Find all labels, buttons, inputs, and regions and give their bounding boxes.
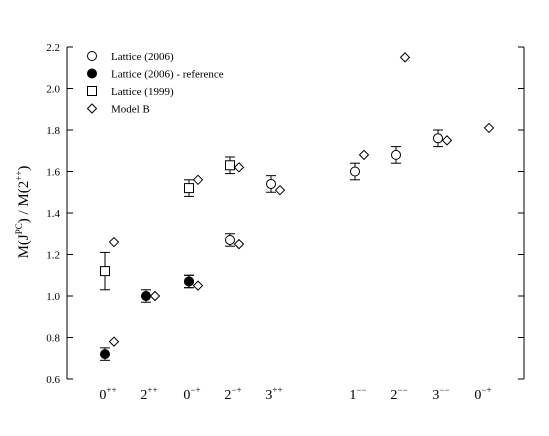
legend-label: Lattice (1999) bbox=[111, 86, 174, 98]
data-point bbox=[100, 266, 110, 277]
data-point bbox=[225, 160, 235, 171]
x-tick-label: 3−− bbox=[432, 385, 449, 403]
legend-marker bbox=[87, 86, 97, 96]
y-tick-label: 1.8 bbox=[46, 125, 60, 137]
legend-label: Lattice (2006) - reference bbox=[111, 69, 224, 81]
data-point bbox=[350, 166, 360, 177]
series-open-diamond bbox=[108, 52, 495, 347]
x-tick-label: 1−− bbox=[349, 385, 366, 403]
data-point bbox=[141, 291, 151, 301]
y-tick-label: 1.0 bbox=[46, 291, 60, 303]
x-tick-label: 2++ bbox=[140, 385, 157, 403]
x-ticks: 0++ 2++ 0−+ 2−+ 3++ 1−− 2−− 3−− 0−+ bbox=[99, 385, 491, 403]
x-tick-label: 2−+ bbox=[224, 385, 241, 403]
y-tick-label: 1.6 bbox=[46, 167, 60, 179]
series-open-square bbox=[100, 156, 235, 291]
legend-label: Lattice (2006) bbox=[111, 51, 174, 63]
x-tick-label: 0−+ bbox=[474, 385, 491, 403]
legend-marker bbox=[86, 103, 98, 114]
data-point bbox=[233, 162, 245, 173]
data-point bbox=[184, 183, 194, 194]
x-tick-label: 0−+ bbox=[183, 385, 200, 403]
x-tick-label: 2−− bbox=[390, 385, 407, 403]
data-point bbox=[108, 236, 120, 248]
data-point bbox=[108, 336, 120, 347]
y-tick-label: 1.2 bbox=[46, 250, 60, 262]
data-point bbox=[192, 174, 204, 186]
legend-marker bbox=[87, 51, 97, 61]
data-point bbox=[441, 135, 453, 146]
y-tick-label: 0.8 bbox=[46, 333, 60, 345]
data-point bbox=[266, 178, 276, 189]
y-tick-label: 2.0 bbox=[46, 84, 60, 96]
data-point bbox=[391, 149, 401, 160]
data-point bbox=[433, 133, 443, 144]
y-tick-label: 2.2 bbox=[46, 42, 60, 54]
data-point bbox=[274, 184, 286, 196]
legend-label: Model B bbox=[111, 104, 150, 116]
y-tick-label: 1.4 bbox=[46, 208, 60, 220]
data-point bbox=[225, 234, 235, 245]
data-point bbox=[399, 52, 411, 63]
data-point bbox=[100, 349, 110, 360]
data-point bbox=[149, 290, 161, 302]
data-point bbox=[483, 122, 495, 134]
y-ticks: 0.6 0.8 1.0 1.2 1.4 1.6 1.8 2.0 2.2 bbox=[46, 42, 524, 386]
series-open-circle bbox=[184, 129, 443, 289]
data-point bbox=[358, 149, 370, 161]
x-tick-label: 0++ bbox=[99, 385, 116, 403]
data-marks bbox=[100, 52, 495, 361]
data-point bbox=[192, 280, 204, 291]
data-point bbox=[233, 238, 245, 250]
x-tick-label: 3++ bbox=[265, 385, 282, 403]
series-filled-circle bbox=[100, 274, 194, 361]
legend: Lattice (2006) Lattice (2006) - reference… bbox=[86, 51, 224, 116]
y-tick-label: 0.6 bbox=[46, 374, 60, 386]
legend-marker bbox=[87, 68, 97, 79]
data-point bbox=[184, 276, 194, 287]
y-axis-label: M(JPC) / M(2++) bbox=[14, 166, 32, 259]
